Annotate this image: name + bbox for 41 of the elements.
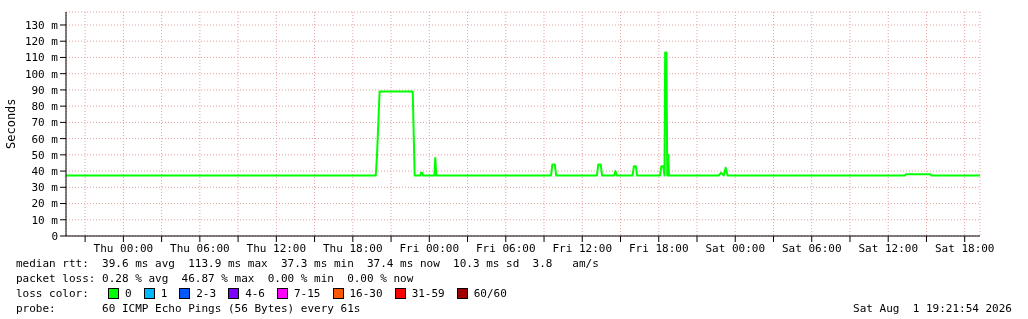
y-tick-label: 0 [51,229,58,243]
text: median rtt: 39.6 ms avg 113.9 ms max 37.3 ms min 37.4 ms now 10.3 ms sd 3.8 am/s [16,256,600,271]
y-tick-label: 30 m [31,181,59,195]
y-tick-label: 20 m [31,197,59,211]
x-tick-label: Thu 18:00 [323,241,383,255]
x-tick-label: Sat 12:00 [858,241,919,255]
y-tick-label: 130 m [24,18,59,32]
y-tick-label: 70 m [31,116,59,130]
y-tick-label: 90 m [31,83,59,97]
x-tick-label: Thu 12:00 [246,241,307,255]
text: packet loss: 0.28 % avg 46.87 % max 0.00 % min 0.00 % now [16,271,415,286]
legend-label: 2-3 [195,286,217,301]
line-series [66,51,980,177]
legend-label: 7-15 [293,286,321,301]
legend-label: 4-6 [244,286,265,301]
legend-title: loss color: [16,286,90,301]
legend-label: 60/60 [472,286,507,301]
y-tick-label: 100 m [24,67,59,81]
legend-label: 1 [159,286,168,301]
legend-label: 16-30 [348,286,383,301]
x-tick-label: Sat 00:00 [705,241,766,255]
y-tick-label: 10 m [31,213,59,227]
y-tick-label: 40 m [31,164,59,178]
legend-label: 31-59 [410,286,445,301]
x-tick-label: Fri 00:00 [399,241,460,255]
legend-label: 0 [124,286,132,301]
y-tick-label: 120 m [24,35,59,49]
x-tick-label: Sat 18:00 [934,241,995,255]
x-tick-label: Sat 06:00 [781,241,842,255]
x-tick-label: Fri 12:00 [552,241,613,255]
x-tick-label: Thu 00:00 [93,241,154,255]
x-tick-label: Fri 06:00 [475,241,536,255]
text: Sat Aug 1 19:21:54 2026 [853,301,1012,316]
y-tick-label: 80 m [31,100,59,114]
y-axis-title: Seconds [4,98,19,149]
y-tick-label: 60 m [31,132,59,146]
y-tick-label: 110 m [24,51,59,65]
x-tick-label: Fri 18:00 [628,241,689,255]
x-tick-label: Thu 06:00 [170,241,230,255]
text: probe: 60 ICMP Echo Pings (56 Bytes) every 61s [16,301,361,316]
y-tick-label: 50 m [31,148,59,162]
